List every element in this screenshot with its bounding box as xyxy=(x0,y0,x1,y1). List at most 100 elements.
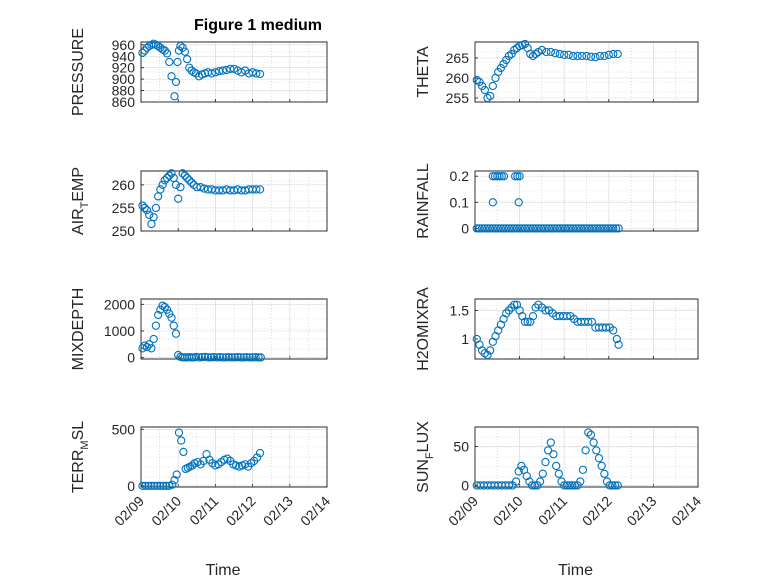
data-point xyxy=(560,50,569,59)
data-point xyxy=(552,224,562,233)
data-point xyxy=(510,224,519,233)
data-point xyxy=(142,43,152,52)
data-point xyxy=(512,224,522,233)
data-point xyxy=(531,224,540,233)
data-point xyxy=(528,224,538,233)
data-point xyxy=(176,41,185,51)
y-tick-label: 1000 xyxy=(104,323,135,339)
data-point xyxy=(149,334,158,344)
x-axis-label: Time xyxy=(558,562,593,579)
data-point xyxy=(528,311,538,321)
data-point xyxy=(144,481,153,491)
y-tick-label: 1.5 xyxy=(450,302,470,318)
data-point xyxy=(138,48,147,58)
data-point xyxy=(555,224,564,233)
data-point xyxy=(584,428,593,437)
data-point xyxy=(156,185,165,194)
data-point xyxy=(582,224,591,233)
data-point xyxy=(169,321,178,330)
data-point xyxy=(605,481,614,490)
y-tick-label: 1 xyxy=(461,331,469,347)
data-point xyxy=(145,340,154,349)
data-point xyxy=(587,224,597,233)
data-point xyxy=(578,465,588,475)
data-point xyxy=(531,303,540,312)
x-tick-label: 02/13 xyxy=(260,493,296,529)
data-point xyxy=(255,69,265,79)
data-point xyxy=(477,346,487,355)
data-point xyxy=(586,52,596,61)
y-tick-label: 880 xyxy=(112,83,136,99)
data-point xyxy=(486,224,495,233)
data-point xyxy=(542,224,551,233)
data-point xyxy=(568,224,578,233)
data-point xyxy=(494,224,503,233)
data-point xyxy=(486,346,495,355)
data-point xyxy=(199,456,208,466)
y-tick-label: 0.2 xyxy=(450,168,470,184)
y-tick-label: 960 xyxy=(112,37,136,53)
x-tick-label: 02/10 xyxy=(148,493,184,529)
y-tick-label: 940 xyxy=(112,48,136,64)
data-point xyxy=(603,224,613,233)
data-point xyxy=(196,183,205,192)
data-point xyxy=(600,469,609,478)
x-tick-label: 02/14 xyxy=(297,493,333,529)
data-point xyxy=(147,344,156,353)
data-point xyxy=(541,457,550,467)
data-point xyxy=(571,224,580,233)
data-point xyxy=(147,481,156,491)
y-tick-label: 0.1 xyxy=(450,194,470,210)
x-tick-label: 02/09 xyxy=(111,493,147,529)
data-point xyxy=(245,353,254,362)
x-tick-label: 02/11 xyxy=(186,493,222,529)
data-point xyxy=(179,447,188,457)
data-point xyxy=(229,64,239,74)
data-point xyxy=(178,169,187,178)
data-point xyxy=(486,91,495,101)
data-point xyxy=(472,75,481,85)
data-point xyxy=(165,309,174,318)
data-point xyxy=(472,224,481,233)
data-point xyxy=(162,49,172,58)
data-point xyxy=(612,334,621,344)
data-point xyxy=(236,353,245,362)
data-point xyxy=(173,57,182,67)
data-point xyxy=(156,43,165,52)
data-point xyxy=(159,481,168,491)
data-point xyxy=(539,224,548,233)
data-point xyxy=(554,469,563,478)
data-point xyxy=(534,224,543,233)
x-tick-label: 02/13 xyxy=(623,493,659,529)
data-point xyxy=(218,66,227,75)
data-point xyxy=(226,64,235,74)
data-point xyxy=(182,173,192,183)
data-point xyxy=(145,210,154,219)
data-point xyxy=(149,213,158,222)
data-point xyxy=(138,481,147,491)
data-point xyxy=(191,352,201,362)
data-point xyxy=(141,481,150,491)
data-point xyxy=(590,224,599,233)
data-point xyxy=(577,51,587,61)
data-point xyxy=(562,481,572,490)
data-point xyxy=(207,69,216,78)
data-point xyxy=(600,51,609,61)
y-tick-label: 260 xyxy=(112,177,136,193)
data-point xyxy=(165,57,174,67)
y-axis-label: H2OMIXRA xyxy=(415,287,432,371)
data-point xyxy=(595,51,605,61)
data-point xyxy=(475,224,484,233)
data-point xyxy=(242,352,251,362)
data-point xyxy=(504,224,514,233)
data-point xyxy=(579,224,588,233)
data-point xyxy=(513,172,522,181)
data-point xyxy=(138,201,147,210)
data-point xyxy=(165,171,174,180)
data-point xyxy=(552,461,561,471)
data-point xyxy=(252,69,261,78)
data-point xyxy=(248,353,257,362)
data-point xyxy=(185,176,194,185)
data-point xyxy=(504,306,514,315)
